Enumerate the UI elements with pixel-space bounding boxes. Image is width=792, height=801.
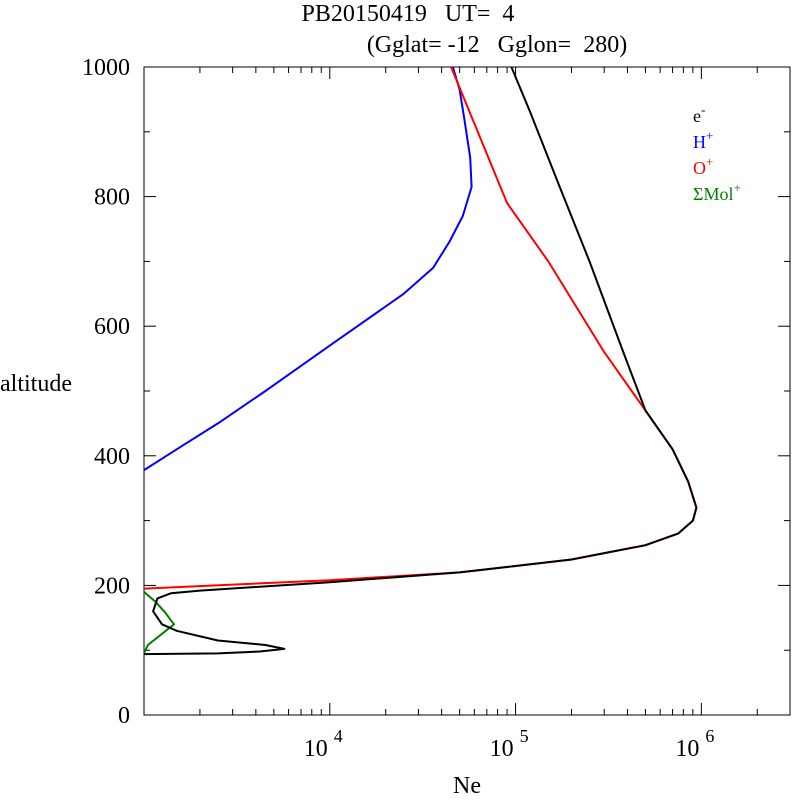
legend-entry-superscript: + [706, 128, 713, 143]
legend: e-H+O+ΣMol+ [693, 102, 741, 204]
x-tick-label: 10 [304, 736, 328, 762]
series-line-electron [143, 66, 698, 656]
series-layer [143, 66, 698, 656]
series-line-mol [143, 591, 175, 654]
legend-entry: e- [693, 102, 705, 126]
x-tick-label: 10 [490, 736, 514, 762]
y-tick-label: 400 [94, 444, 130, 470]
x-tick-label: 10 [675, 736, 699, 762]
y-tick-labels: 0 200 400 600 800 1000 [82, 55, 130, 729]
axis-ticks [143, 66, 791, 716]
chart-title-line1: PB20150419 UT= 4 [302, 1, 515, 27]
x-tick-label-exponent: 5 [520, 726, 529, 746]
legend-entry-superscript: + [733, 180, 740, 195]
legend-entry-superscript: - [701, 102, 705, 117]
legend-entry: H+ [693, 128, 713, 152]
x-axis-label: Ne [453, 773, 481, 796]
legend-entry-superscript: + [706, 154, 713, 169]
series-line-hplus [143, 66, 473, 471]
y-tick-label: 1000 [82, 55, 130, 81]
y-tick-label: 600 [94, 314, 130, 340]
y-axis-label: altitude [0, 371, 72, 397]
chart-title-line2: (Gglat= -12 Gglon= 280) [367, 32, 627, 58]
y-tick-label: 200 [94, 573, 130, 599]
legend-entry: ΣMol+ [693, 180, 741, 204]
y-tick-label: 0 [118, 703, 130, 729]
x-tick-label-exponent: 6 [705, 726, 714, 746]
legend-entry: O+ [693, 154, 713, 178]
y-tick-label: 800 [94, 185, 130, 211]
x-tick-labels: 10 4 10 5 10 6 [304, 726, 715, 762]
x-tick-label-exponent: 4 [334, 726, 343, 746]
